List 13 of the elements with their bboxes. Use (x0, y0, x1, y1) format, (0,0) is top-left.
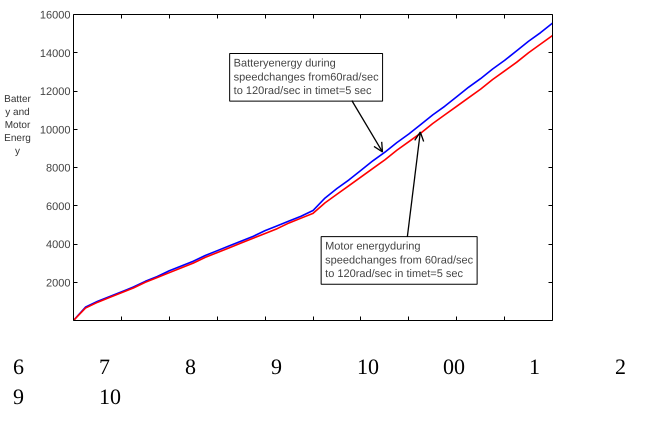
y-tick-label: 2000 (46, 277, 71, 290)
annotation: Motor energyduring speedchanges from 60rad/sec to 120rad/sec in timet=5 sec (325, 240, 474, 280)
y-tick-label: 14000 (40, 48, 71, 60)
y-tick-label: 16000 (40, 10, 71, 22)
y-tick-label: 8000 (46, 162, 71, 174)
y-tick-label: 10000 (40, 124, 71, 136)
y-tick-label: 4000 (46, 239, 71, 251)
y-tick-label: 12000 (40, 86, 71, 98)
y-tick-label: 6000 (46, 200, 71, 213)
text: 6 7 8 9 10 00 1 2 (13, 354, 626, 379)
text: 9 10 (13, 384, 121, 409)
y-axis-title: Battery and Motor Energy (4, 93, 31, 158)
annotation: Batteryenergy during speedchanges from60rad/sec to 120rad/sec in timet=5 sec (234, 58, 380, 98)
